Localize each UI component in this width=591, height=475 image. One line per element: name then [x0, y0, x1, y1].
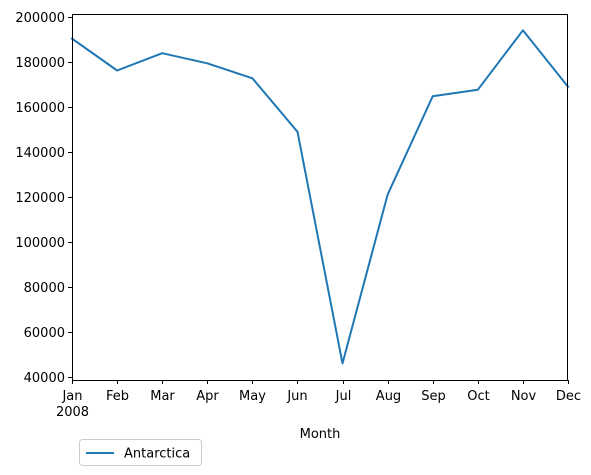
legend: Antarctica	[79, 439, 202, 466]
x-tick-label: Sep	[421, 389, 446, 404]
y-axis: 40000 60000 80000 100000 120000 140000 160000 1…	[15, 11, 72, 386]
x-axis-label: Month	[300, 427, 341, 442]
y-tick-label: 40000	[24, 371, 65, 386]
y-tick-label: 160000	[15, 101, 65, 116]
legend-label: Antarctica	[124, 447, 190, 462]
x-tick-label: Jun	[286, 389, 307, 404]
x-tick-label: Jan 2008	[56, 389, 89, 420]
plot-area	[70, 29, 570, 365]
y-tick-label: 140000	[15, 146, 65, 161]
series-line	[70, 29, 570, 365]
x-tick-label: Dec	[556, 389, 581, 404]
plot-frame	[72, 14, 568, 381]
x-tick-label: Mar	[150, 389, 175, 404]
x-tick-label: Apr	[196, 389, 219, 404]
x-tick-label: Jul	[335, 389, 352, 404]
y-tick-label: 80000	[24, 281, 65, 296]
y-tick-label: 120000	[15, 191, 65, 206]
x-tick-label: Feb	[106, 389, 129, 404]
y-tick-label: 60000	[24, 326, 65, 341]
x-axis: Jan 2008 Feb Mar Apr May Jun Jul Aug Sep Oct Nov Dec	[56, 380, 581, 420]
y-tick-label: 100000	[15, 236, 65, 251]
y-tick-label: 200000	[15, 11, 65, 26]
x-tick-label: Oct	[467, 389, 489, 404]
x-tick-label: Nov	[511, 389, 537, 404]
x-tick-label: Aug	[376, 389, 401, 404]
y-tick-label: 180000	[15, 56, 65, 71]
x-tick-label: May	[239, 389, 266, 404]
legend-frame	[79, 439, 202, 466]
